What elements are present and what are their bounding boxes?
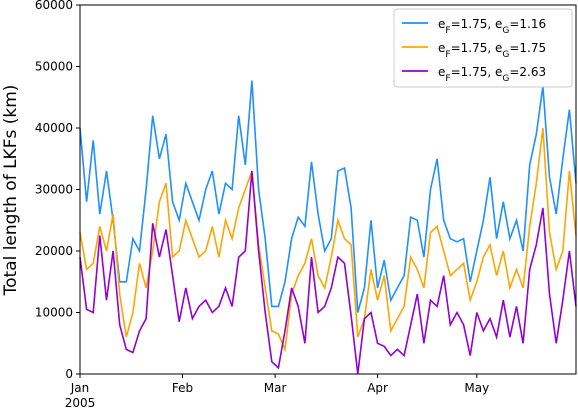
legend-label-part: =1.75, e: [451, 41, 503, 55]
series-line: [79, 80, 577, 313]
legend-label-part: =1.16: [509, 17, 546, 31]
legend-label-part: G: [502, 50, 509, 60]
series-line: [79, 127, 577, 353]
y-tick-label: 60000: [35, 0, 73, 12]
y-tick-label: 30000: [35, 183, 73, 197]
legend-label-part: e: [438, 41, 445, 55]
x-tick-label: Jan: [70, 381, 90, 395]
legend-label-part: F: [445, 74, 450, 84]
y-tick-label: 50000: [35, 60, 73, 74]
legend-label: eF=1.75, eG=1.75: [438, 41, 546, 60]
series-line: [79, 170, 577, 375]
legend-label-part: e: [438, 65, 445, 79]
x-year-label: 2005: [65, 396, 96, 410]
x-tick-label: Mar: [264, 381, 287, 395]
x-tick-label: Feb: [172, 381, 193, 395]
legend-label-part: F: [445, 50, 450, 60]
plot-frame: [79, 4, 577, 375]
legend-label-part: =2.63: [509, 65, 546, 79]
legend-label-part: F: [445, 26, 450, 36]
y-tick-label: 10000: [35, 306, 73, 320]
y-axis-label: Total length of LKFs (km): [1, 85, 21, 297]
x-tick-label: Apr: [367, 381, 388, 395]
y-tick-label: 0: [65, 367, 73, 381]
legend-label-part: =1.75, e: [451, 65, 503, 79]
legend-label-part: =1.75, e: [451, 17, 503, 31]
legend-label-part: =1.75: [509, 41, 546, 55]
x-tick-label: May: [464, 381, 489, 395]
y-tick-label: 20000: [35, 244, 73, 258]
y-tick-label: 40000: [35, 121, 73, 135]
legend-label-part: G: [502, 74, 509, 84]
legend-label-part: e: [438, 17, 445, 31]
legend-label: eF=1.75, eG=1.16: [438, 17, 546, 36]
legend-label-part: G: [502, 26, 509, 36]
legend-label: eF=1.75, eG=2.63: [438, 65, 546, 84]
legend-box: [393, 8, 573, 88]
